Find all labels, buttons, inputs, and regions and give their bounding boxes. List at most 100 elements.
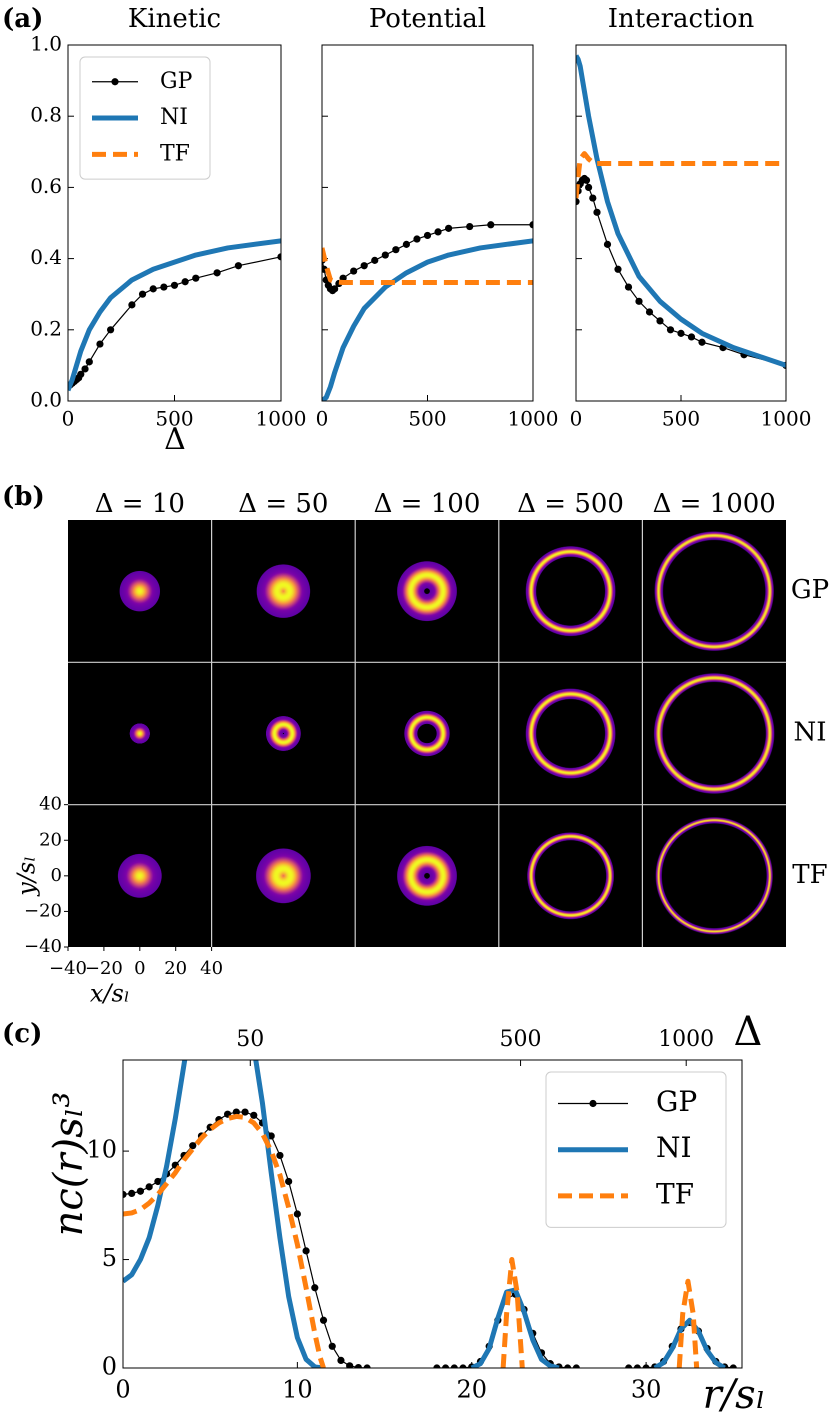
- data-point: [293, 1210, 301, 1218]
- x-tick-label: 0: [134, 958, 145, 979]
- x-tick-label: 30: [631, 1375, 662, 1403]
- data-point: [123, 1190, 127, 1199]
- x-tick-label: 500: [408, 407, 446, 431]
- data-point: [213, 269, 221, 277]
- data-point: [128, 301, 136, 309]
- x-tick-label: 40: [200, 958, 223, 979]
- data-point: [267, 1132, 275, 1140]
- series-line: [68, 238, 281, 392]
- data-point: [625, 1364, 633, 1368]
- column-title: Δ = 50: [238, 489, 328, 519]
- data-point: [582, 176, 591, 184]
- data-point: [529, 221, 533, 229]
- y-tick-label: 0: [51, 865, 62, 886]
- density-ring: [524, 829, 617, 922]
- row-label: GP: [791, 575, 829, 605]
- data-point: [459, 1364, 467, 1368]
- data-point: [277, 253, 281, 261]
- axes-frame: [67, 44, 282, 402]
- row-label: TF: [792, 860, 827, 890]
- data-point: [698, 338, 706, 346]
- data-point: [128, 1189, 136, 1197]
- data-point: [441, 1364, 450, 1368]
- data-point: [145, 1183, 153, 1191]
- data-point: [576, 198, 580, 206]
- data-point: [302, 1247, 310, 1255]
- x-tick-label: −40: [49, 958, 87, 979]
- data-point: [635, 297, 643, 305]
- series-line: [123, 1113, 700, 1368]
- data-point: [331, 285, 339, 293]
- series-line: [322, 247, 533, 285]
- legend-marker: [111, 78, 119, 86]
- legend-box: [79, 56, 211, 180]
- x-tick-label: 0: [62, 407, 75, 431]
- y-axis-label: y/sₗ: [13, 856, 41, 897]
- data-point: [381, 251, 389, 259]
- data-point: [593, 208, 601, 216]
- x-axis-label: x/sₗ: [90, 980, 130, 1008]
- y-tick-label: 10: [86, 1136, 117, 1164]
- data-point: [337, 1356, 345, 1365]
- density-ring: [389, 553, 465, 629]
- panel-label: (a): [2, 4, 43, 34]
- data-point: [614, 265, 622, 273]
- data-point: [603, 240, 612, 248]
- density-ring: [243, 836, 323, 916]
- data-point: [149, 285, 157, 293]
- data-point: [363, 1364, 371, 1368]
- x-tick-label: 1000: [508, 407, 559, 431]
- data-point: [572, 1364, 580, 1368]
- axes-frame: [122, 1059, 743, 1369]
- data-point: [107, 326, 115, 334]
- plot-area: [123, 1060, 737, 1368]
- y-tick-label: 0.2: [30, 316, 62, 340]
- x-tick-label: 500: [155, 407, 193, 431]
- data-point: [371, 256, 379, 264]
- subplot-title: Potential: [369, 4, 486, 34]
- data-point: [466, 222, 474, 231]
- plot-area: [322, 221, 533, 401]
- data-point: [96, 340, 104, 348]
- x-tick-label: 20: [456, 1375, 487, 1403]
- column-title: Δ = 100: [374, 489, 481, 519]
- data-point: [154, 1177, 162, 1186]
- legend-label: TF: [160, 141, 190, 166]
- data-point: [656, 317, 664, 325]
- column-title: Δ = 10: [95, 489, 185, 519]
- data-point: [241, 1108, 249, 1116]
- x-tick-label: 10: [282, 1375, 313, 1403]
- data-point: [138, 290, 147, 298]
- y-tick-label: 1.0: [30, 32, 62, 56]
- series-line: [576, 151, 786, 199]
- data-point: [160, 283, 168, 291]
- x2-tick-label: 500: [500, 1027, 542, 1052]
- data-point: [311, 1284, 319, 1292]
- data-point: [170, 281, 179, 289]
- data-point: [77, 370, 85, 378]
- data-point: [136, 1187, 145, 1195]
- series-line: [322, 238, 533, 401]
- data-point: [285, 1177, 293, 1186]
- data-point: [181, 278, 189, 286]
- data-point: [192, 274, 200, 282]
- legend-label: GP: [160, 69, 193, 94]
- panel-label: (c): [2, 1019, 42, 1049]
- data-point: [81, 365, 89, 373]
- column-title: Δ = 1000: [653, 489, 776, 519]
- data-point: [319, 1316, 328, 1324]
- data-point: [276, 1151, 284, 1160]
- data-point: [433, 1364, 441, 1368]
- column-title: Δ = 500: [517, 489, 624, 519]
- y-tick-label: 0.4: [30, 245, 62, 269]
- density-ring: [389, 838, 465, 914]
- x-tick-label: 20: [164, 958, 187, 979]
- density-ring: [652, 529, 777, 654]
- data-point: [677, 329, 685, 337]
- data-point: [346, 1362, 354, 1368]
- density-ring: [651, 670, 777, 797]
- data-point: [413, 235, 421, 243]
- y-tick-label: −40: [24, 936, 62, 957]
